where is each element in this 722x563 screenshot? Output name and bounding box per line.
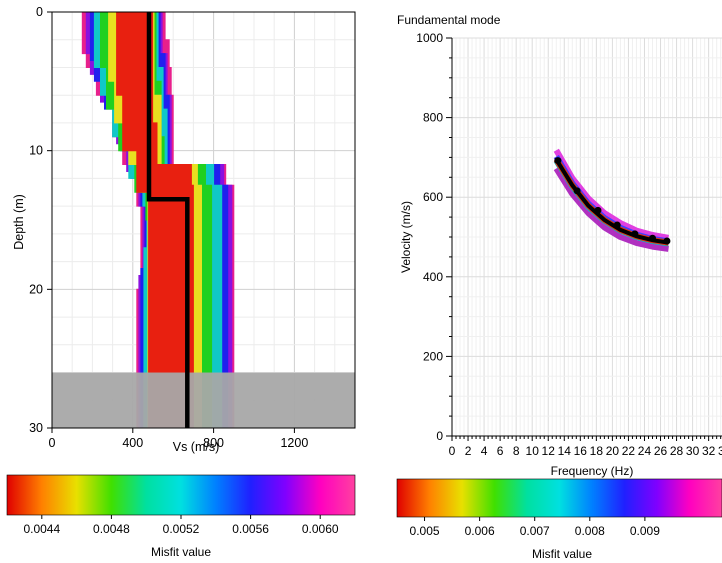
colorbar-tick-label: 0.0048 bbox=[93, 522, 130, 536]
x-tick-label: 1200 bbox=[280, 436, 308, 450]
observed-point bbox=[554, 157, 562, 165]
x-tick-label: 16 bbox=[574, 444, 588, 458]
vs-profile-chart: 0 400 800 1200 0 10 20 30 Vs (m/s) Depth (m) bbox=[12, 5, 356, 454]
colorbar-tick-label: 0.007 bbox=[520, 524, 550, 538]
colorbar-gradient bbox=[396, 478, 722, 518]
y-tick-label: 200 bbox=[423, 349, 443, 363]
y-tick-label: 10 bbox=[29, 144, 43, 158]
x-tick-label: 26 bbox=[654, 444, 668, 458]
x-tick-label: 0 bbox=[449, 444, 456, 458]
y-tick-label: 400 bbox=[423, 270, 443, 284]
y-ticks: 0 200 400 600 800 1000 bbox=[416, 31, 452, 443]
y-tick-label: 600 bbox=[423, 190, 443, 204]
grid bbox=[451, 37, 722, 437]
y-tick-label: 0 bbox=[436, 429, 443, 443]
x-ticks: 0246810121416182022242628303234 bbox=[449, 436, 722, 458]
colorbar-tick-label: 0.0060 bbox=[302, 522, 339, 536]
observed-point bbox=[649, 234, 656, 242]
y-tick-label: 30 bbox=[29, 421, 43, 435]
x-tick-label: 14 bbox=[558, 444, 572, 458]
colorbar-label: Misfit value bbox=[532, 547, 592, 561]
misfit-colorbar-right: 0.005 0.006 0.007 0.008 0.009 Misfit value bbox=[396, 478, 722, 561]
misfit-colorbar-left: 0.0044 0.0048 0.0052 0.0056 0.0060 Misfit va… bbox=[6, 474, 356, 559]
x-tick-label: 18 bbox=[590, 444, 604, 458]
x-tick-label: 10 bbox=[526, 444, 540, 458]
x-axis-label: Vs (m/s) bbox=[173, 440, 220, 454]
x-axis-label: Frequency (Hz) bbox=[551, 464, 634, 478]
envelope-layers bbox=[81, 12, 235, 428]
x-tick-label: 34 bbox=[718, 444, 722, 458]
x-tick-label: 4 bbox=[481, 444, 488, 458]
y-tick-label: 20 bbox=[29, 282, 43, 296]
model-curve bbox=[553, 166, 669, 252]
x-tick-label: 22 bbox=[622, 444, 636, 458]
observed-point bbox=[631, 230, 639, 238]
y-tick-label: 0 bbox=[36, 5, 43, 19]
colorbar-ticks: 0.0044 0.0048 0.0052 0.0056 0.0060 bbox=[23, 515, 339, 536]
x-tick-label: 12 bbox=[542, 444, 556, 458]
observed-point bbox=[594, 206, 602, 214]
chart-title: Fundamental mode bbox=[397, 13, 501, 27]
colorbar-tick-label: 0.006 bbox=[465, 524, 495, 538]
model-curve bbox=[553, 148, 670, 241]
y-ticks: 0 10 20 30 bbox=[29, 5, 52, 435]
colorbar-ticks: 0.005 0.006 0.007 0.008 0.009 bbox=[410, 517, 660, 538]
colorbar-label: Misfit value bbox=[151, 545, 211, 559]
x-tick-label: 800 bbox=[203, 436, 224, 450]
observed-point bbox=[573, 187, 581, 195]
colorbar-gradient bbox=[6, 474, 356, 516]
observed-point bbox=[613, 221, 621, 229]
x-tick-label: 28 bbox=[670, 444, 684, 458]
x-tick-label: 8 bbox=[513, 444, 520, 458]
x-tick-label: 30 bbox=[686, 444, 700, 458]
x-tick-label: 24 bbox=[638, 444, 652, 458]
x-tick-label: 400 bbox=[122, 436, 143, 450]
colorbar-tick-label: 0.0044 bbox=[23, 522, 60, 536]
colorbar-tick-label: 0.0052 bbox=[163, 522, 200, 536]
best-model-line bbox=[146, 12, 190, 428]
colorbar-tick-label: 0.009 bbox=[630, 524, 660, 538]
colorbar-tick-label: 0.005 bbox=[410, 524, 440, 538]
y-tick-label: 800 bbox=[423, 111, 443, 125]
colorbar-tick-label: 0.0056 bbox=[232, 522, 269, 536]
x-tick-label: 6 bbox=[497, 444, 504, 458]
y-axis-label: Depth (m) bbox=[12, 194, 26, 250]
plot-frame bbox=[51, 11, 356, 429]
x-tick-label: 2 bbox=[465, 444, 472, 458]
dispersion-chart: Fundamental mode 0 2 4 6 8 10 12 14 16 18 20 22 24 26… bbox=[397, 13, 722, 478]
x-tick-label: 20 bbox=[606, 444, 620, 458]
shaded-depth-zone bbox=[52, 372, 355, 428]
envelope-layer bbox=[116, 12, 194, 428]
x-ticks: 0 400 800 1200 bbox=[49, 428, 308, 450]
observed-points bbox=[554, 157, 671, 245]
x-tick-label: 32 bbox=[702, 444, 716, 458]
colorbar-tick-label: 0.008 bbox=[575, 524, 605, 538]
observed-point bbox=[663, 237, 671, 245]
x-tick-label: 0 bbox=[49, 436, 56, 450]
y-axis-label: Velocity (m/s) bbox=[399, 201, 413, 273]
y-tick-label: 1000 bbox=[416, 31, 443, 45]
